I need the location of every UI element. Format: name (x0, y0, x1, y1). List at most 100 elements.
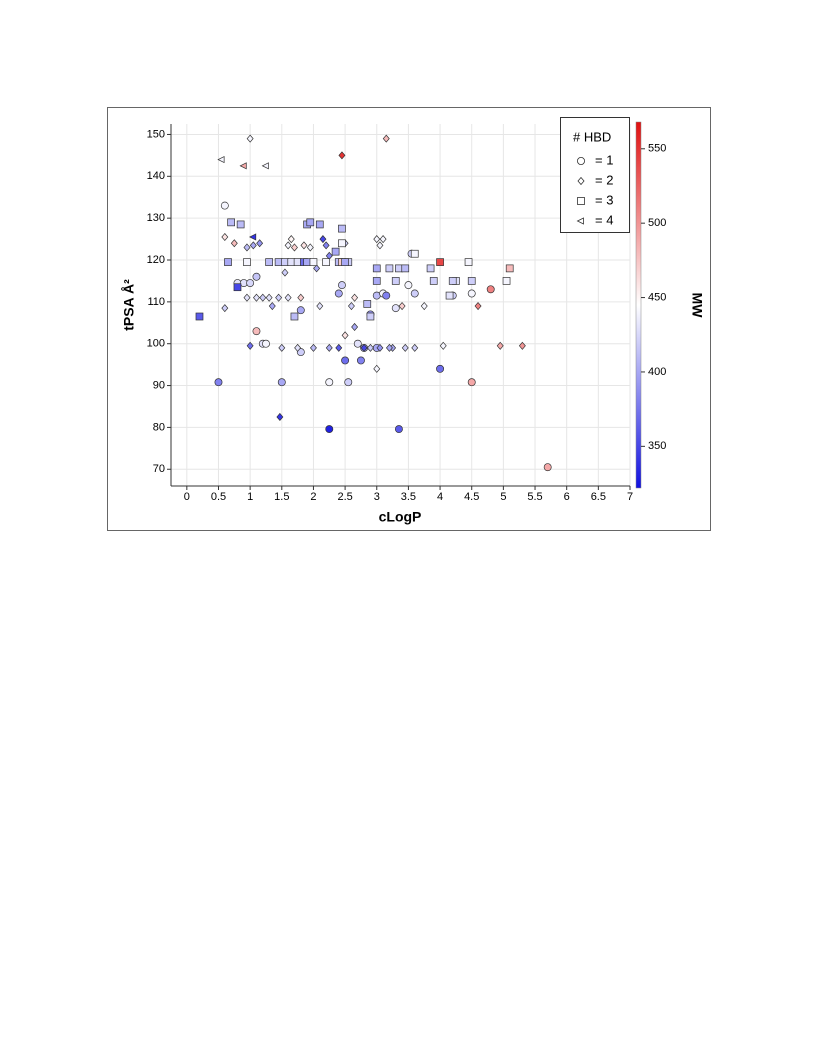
x-tick-label: 4.5 (464, 491, 479, 503)
y-tick-label: 70 (153, 463, 165, 475)
point (293, 258, 302, 266)
legend-box (560, 117, 630, 233)
point (577, 156, 586, 165)
y-tick-label: 130 (147, 212, 165, 224)
point (429, 277, 438, 285)
point (373, 364, 381, 373)
point (436, 258, 444, 266)
point (243, 293, 251, 302)
point (426, 264, 435, 273)
point (337, 281, 346, 290)
colorbar-tick-label: 500 (648, 217, 666, 229)
point (259, 293, 267, 302)
point (230, 239, 238, 248)
colorbar-tick-label: 400 (648, 366, 666, 378)
point (214, 378, 223, 387)
point (376, 343, 384, 352)
point (404, 281, 413, 290)
x-tick-label: 6.5 (591, 491, 606, 503)
point (385, 264, 394, 273)
point (249, 233, 257, 241)
legend-title: # HBD (573, 129, 611, 144)
point (496, 341, 504, 350)
point (281, 258, 289, 266)
point (287, 235, 295, 244)
point (220, 201, 229, 210)
point (366, 343, 374, 352)
point (356, 356, 365, 365)
point (401, 264, 410, 273)
point (262, 339, 270, 348)
point (296, 306, 305, 315)
point (341, 258, 349, 266)
point (290, 312, 299, 321)
x-tick-label: 1 (247, 491, 253, 503)
point (577, 197, 585, 205)
y-tick-label: 100 (147, 338, 165, 350)
point (376, 241, 384, 250)
point (401, 343, 409, 352)
point (331, 247, 340, 256)
y-axis-label: tPSA Å² (121, 279, 137, 331)
y-tick-label: 110 (147, 296, 165, 308)
point (224, 258, 232, 266)
legend-label: = 3 (595, 192, 613, 207)
point (322, 258, 330, 266)
point (300, 241, 308, 250)
legend-label: = 1 (595, 152, 613, 167)
x-tick-label: 3.5 (401, 491, 416, 503)
legend: # HBD = 1 = 2 = 3 = 4 (560, 117, 630, 233)
point (467, 378, 476, 387)
point (391, 304, 400, 313)
point (353, 339, 362, 348)
point (366, 312, 375, 321)
point (313, 264, 321, 273)
point (373, 235, 381, 244)
point (351, 322, 359, 332)
point (268, 302, 276, 311)
point (325, 378, 334, 387)
point (227, 218, 235, 227)
point (239, 162, 247, 170)
point (436, 364, 445, 373)
point (445, 291, 454, 300)
point (309, 258, 318, 266)
x-tick-label: 0 (184, 491, 190, 503)
point (467, 289, 476, 298)
point (379, 235, 387, 244)
point (341, 356, 350, 365)
point (252, 327, 261, 336)
legend-label: = 2 (595, 172, 613, 187)
point (398, 302, 406, 311)
point (290, 243, 298, 252)
x-tick-label: 6 (564, 491, 570, 503)
point (306, 243, 314, 252)
point (284, 241, 292, 250)
point (319, 235, 327, 244)
point (410, 249, 419, 258)
y-tick-label: 140 (147, 170, 165, 182)
point (253, 293, 260, 302)
point (372, 264, 381, 273)
point (277, 378, 286, 387)
point (577, 176, 585, 186)
point (195, 312, 204, 321)
y-tick-label: 80 (153, 421, 165, 433)
point (278, 343, 286, 352)
x-axis-label: cLogP (379, 509, 422, 525)
point (322, 241, 330, 250)
point (486, 285, 495, 294)
point (382, 291, 391, 300)
point (217, 156, 225, 164)
point (334, 289, 343, 298)
colorbar (635, 121, 642, 489)
point (233, 283, 242, 292)
point (576, 217, 584, 225)
point (360, 343, 368, 352)
point (246, 341, 254, 350)
point (391, 277, 400, 285)
x-tick-label: 2 (310, 491, 316, 503)
point (221, 304, 229, 313)
point (439, 341, 447, 350)
